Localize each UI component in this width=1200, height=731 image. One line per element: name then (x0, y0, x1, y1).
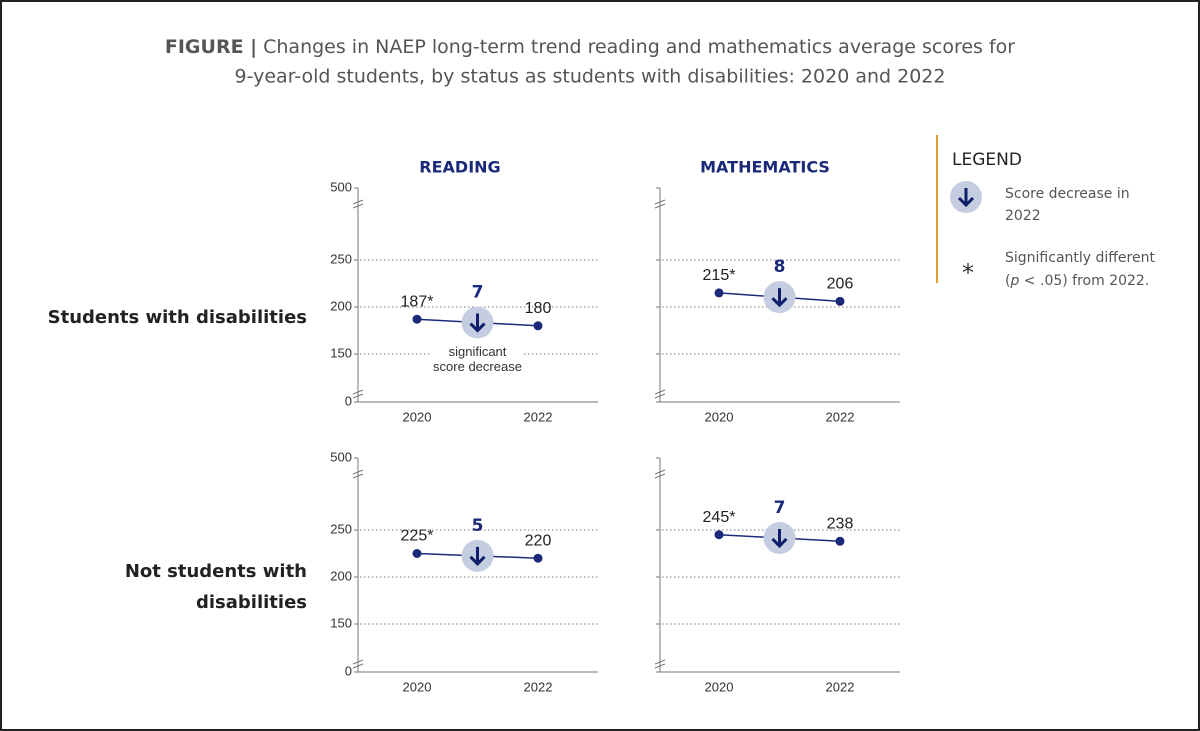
change-label: 8 (774, 257, 786, 277)
x-tick-label: 2020 (403, 679, 432, 694)
annotation-bg (431, 359, 524, 375)
legend-text: p (1009, 273, 1019, 289)
y-tick-label: 200 (330, 298, 352, 313)
y-tick-label: 500 (330, 449, 352, 464)
column-header: READING (419, 158, 500, 177)
value-label: 225* (401, 528, 434, 545)
row-label: Students with disabilities (48, 307, 307, 328)
x-tick-label: 2022 (826, 679, 855, 694)
value-label: 187* (401, 293, 434, 310)
axis-break (352, 659, 364, 669)
y-tick-label: 250 (330, 521, 352, 536)
axis-break (654, 469, 666, 479)
decrease-arrow (469, 546, 486, 566)
title-line: 9-year-old students, by status as studen… (235, 66, 946, 88)
axis-break (654, 199, 666, 209)
point (714, 530, 724, 540)
legend-text: Significantly different (1005, 250, 1155, 266)
y-tick-label: 500 (330, 179, 352, 194)
legend-text: (p < .05) from 2022. (1005, 273, 1149, 289)
legend-text: ( (1005, 273, 1010, 289)
axis-break (352, 469, 364, 479)
legend-text: Score decrease in (1005, 186, 1130, 202)
value-label: 180 (525, 300, 552, 317)
y-tick-label: 0 (345, 663, 352, 678)
change-label: 7 (472, 283, 484, 303)
legend-text: 2022 (1005, 208, 1041, 224)
axis-break (654, 389, 666, 399)
value-label: 215* (703, 267, 736, 284)
x-tick-label: 2022 (524, 679, 553, 694)
annotation-bg (431, 344, 524, 360)
axis-break (352, 389, 364, 399)
y-tick-label: 250 (330, 251, 352, 266)
x-tick-label: 2020 (403, 409, 432, 424)
point (533, 553, 543, 563)
x-tick-label: 2020 (705, 409, 734, 424)
value-label: 220 (525, 532, 552, 549)
decrease-arrow (469, 313, 486, 333)
decrease-arrow (771, 528, 788, 549)
point (835, 536, 845, 546)
change-label: 7 (774, 498, 786, 518)
x-tick-label: 2020 (705, 679, 734, 694)
point (714, 288, 724, 298)
point (835, 296, 845, 306)
y-tick-label: 0 (345, 393, 352, 408)
column-header: MATHEMATICS (700, 158, 830, 177)
x-tick-label: 2022 (524, 409, 553, 424)
decrease-arrow (771, 288, 788, 308)
point (412, 314, 422, 324)
value-label: 245* (703, 509, 736, 526)
title: FIGURE | Changes in NAEP long-term trend … (165, 36, 1015, 58)
legend-text: < .05) from 2022. (1019, 273, 1149, 289)
legend-decrease-icon (950, 181, 982, 213)
annotation: significant (449, 344, 507, 359)
legend-symbol: * (962, 259, 974, 287)
title-line: Changes in NAEP long-term trend reading … (263, 36, 1015, 58)
row-label: disabilities (196, 592, 307, 613)
figure-label: FIGURE | (165, 36, 257, 58)
y-tick-label: 150 (330, 345, 352, 360)
annotation: score decrease (433, 359, 522, 374)
value-label: 238 (827, 515, 854, 532)
x-tick-label: 2022 (826, 409, 855, 424)
point (412, 549, 422, 558)
axis-break (352, 199, 364, 209)
axis-break (654, 659, 666, 669)
change-label: 5 (472, 516, 484, 536)
point (533, 321, 543, 331)
y-tick-label: 200 (330, 568, 352, 583)
legend-title: LEGEND (952, 150, 1022, 170)
value-label: 206 (827, 276, 854, 293)
row-label: Not students with (125, 561, 307, 582)
y-tick-label: 150 (330, 615, 352, 630)
